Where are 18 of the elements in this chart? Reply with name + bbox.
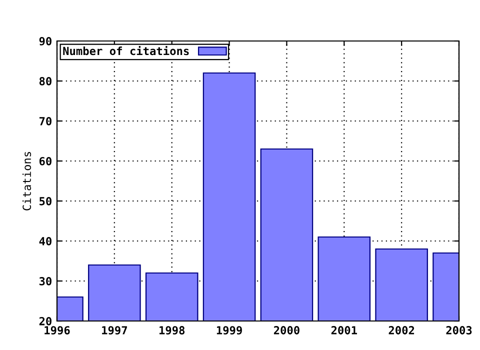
y-axis-title: Citations bbox=[22, 152, 32, 210]
y-tick-label: 90 bbox=[39, 36, 52, 46]
x-tick-label: 2002 bbox=[388, 326, 414, 334]
y-tick-label: 30 bbox=[39, 276, 52, 286]
x-tick-label: 2003 bbox=[446, 326, 472, 334]
x-tick-label: 2000 bbox=[274, 326, 300, 334]
legend-label: Number of citations bbox=[63, 46, 189, 56]
x-tick-label: 1999 bbox=[216, 326, 242, 335]
x-tick-label: 1998 bbox=[160, 326, 185, 335]
x-tick-label: 2001 bbox=[331, 326, 357, 334]
y-tick-label: 60 bbox=[39, 156, 52, 166]
x-tick-label: 1996 bbox=[44, 326, 70, 335]
y-tick-label: 70 bbox=[39, 116, 52, 126]
y-tick-label: 40 bbox=[39, 236, 52, 246]
x-tick-label: 1997 bbox=[102, 326, 127, 335]
y-tick-label: 50 bbox=[40, 196, 52, 206]
y-tick-label: 20 bbox=[39, 316, 52, 326]
y-tick-label: 80 bbox=[39, 76, 52, 86]
